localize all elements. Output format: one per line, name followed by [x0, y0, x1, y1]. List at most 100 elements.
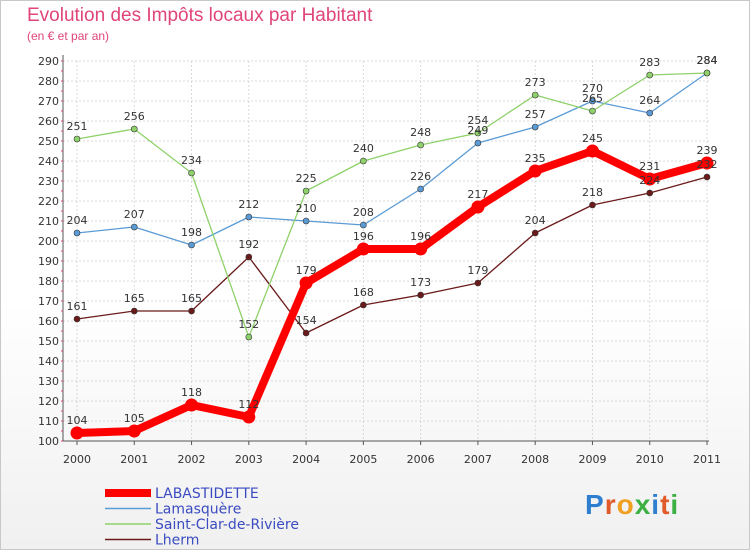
y-tick-label: 110	[38, 415, 59, 428]
x-tick-label: 2008	[521, 453, 549, 466]
data-label: 284	[697, 54, 718, 67]
data-point	[474, 279, 482, 287]
data-label: 173	[410, 276, 431, 289]
data-label: 198	[181, 226, 202, 239]
data-point	[245, 333, 253, 341]
data-label: 196	[353, 230, 374, 243]
data-point	[528, 164, 542, 178]
y-tick-label: 250	[38, 135, 59, 148]
data-point	[474, 129, 482, 137]
x-tick-label: 2006	[407, 453, 435, 466]
x-tick-label: 2002	[178, 453, 206, 466]
x-tick-label: 2004	[292, 453, 320, 466]
data-point	[700, 156, 714, 170]
data-label: 104	[67, 414, 88, 427]
data-label: 224	[639, 174, 660, 187]
data-point	[360, 157, 367, 165]
data-point	[703, 69, 711, 77]
data-label: 283	[639, 56, 660, 69]
data-point	[417, 185, 424, 193]
y-tick-label: 130	[38, 375, 59, 388]
series-line	[73, 147, 711, 437]
data-point	[360, 301, 367, 309]
data-label: 165	[124, 292, 145, 305]
data-point	[589, 107, 596, 115]
data-point	[417, 291, 424, 299]
data-label: 204	[67, 214, 88, 227]
chart-title: Evolution des Impôts locaux par Habitant	[27, 5, 373, 26]
data-point	[245, 253, 253, 261]
data-label: 239	[697, 144, 718, 157]
axis-layer: 100 110 120 130 140 150 160 170 180 190 200 210 220 2…	[38, 55, 721, 466]
data-label: 225	[296, 172, 317, 185]
series-line	[76, 72, 708, 246]
data-label: 161	[67, 300, 88, 313]
data-label: 105	[124, 412, 145, 425]
data-point	[531, 123, 539, 131]
y-tick-label: 290	[38, 55, 59, 68]
data-point	[127, 424, 141, 438]
data-point	[73, 315, 81, 323]
data-point	[299, 276, 313, 290]
series-line	[76, 176, 708, 334]
data-label: 210	[296, 202, 317, 215]
data-label: 256	[124, 110, 145, 123]
y-tick-label: 240	[38, 155, 59, 168]
series-line	[76, 72, 708, 338]
data-point	[73, 229, 81, 237]
y-tick-label: 220	[38, 195, 59, 208]
data-label: 265	[582, 92, 603, 105]
data-point	[531, 229, 539, 237]
data-label: 179	[467, 264, 488, 277]
logo-letter: t	[660, 489, 671, 520]
data-label: 154	[296, 314, 317, 327]
data-point	[474, 139, 482, 147]
data-label: 273	[525, 76, 546, 89]
proxiti-logo: Proxiti	[585, 489, 679, 521]
x-tick-label: 2001	[120, 453, 148, 466]
data-point	[356, 242, 370, 256]
data-label: 257	[525, 108, 546, 121]
data-point	[471, 200, 485, 214]
data-label: 208	[353, 206, 374, 219]
data-label: 152	[238, 318, 259, 331]
logo-letter: x	[634, 489, 652, 520]
x-tick-label: 2010	[636, 453, 664, 466]
legend-label: Lherm	[155, 533, 199, 549]
y-tick-label: 120	[38, 395, 59, 408]
chart-subtitle: (en € et par an)	[27, 29, 110, 43]
data-point	[245, 213, 253, 221]
logo-letter: r	[604, 489, 617, 520]
legend-label: Lamasquère	[155, 502, 241, 518]
y-tick-label: 210	[38, 215, 59, 228]
data-label: 234	[181, 154, 202, 167]
data-point	[130, 125, 138, 133]
data-label: 251	[67, 120, 88, 133]
data-label: 204	[525, 214, 546, 227]
x-tick-label: 2007	[464, 453, 492, 466]
data-point	[589, 201, 596, 209]
y-tick-label: 260	[38, 115, 59, 128]
label-layer: 161 165 165 192 154 168 173 179 204 218 224 232 204 2…	[67, 54, 718, 427]
data-label: 245	[582, 132, 603, 145]
data-point	[130, 307, 138, 315]
data-label: 240	[353, 142, 374, 155]
data-label: 112	[238, 398, 259, 411]
x-tick-label: 2000	[63, 453, 91, 466]
y-tick-label: 270	[38, 95, 59, 108]
data-label: 226	[410, 170, 431, 183]
y-tick-label: 280	[38, 75, 59, 88]
x-tick-label: 2011	[693, 453, 721, 466]
data-point	[360, 221, 367, 229]
data-point	[185, 398, 199, 412]
data-label: 249	[467, 124, 488, 137]
data-point	[646, 71, 654, 79]
data-label: 192	[238, 238, 259, 251]
data-point	[188, 307, 195, 315]
data-label: 232	[697, 158, 718, 171]
data-point	[302, 217, 310, 225]
data-label: 118	[181, 386, 202, 399]
y-tick-label: 200	[38, 235, 59, 248]
